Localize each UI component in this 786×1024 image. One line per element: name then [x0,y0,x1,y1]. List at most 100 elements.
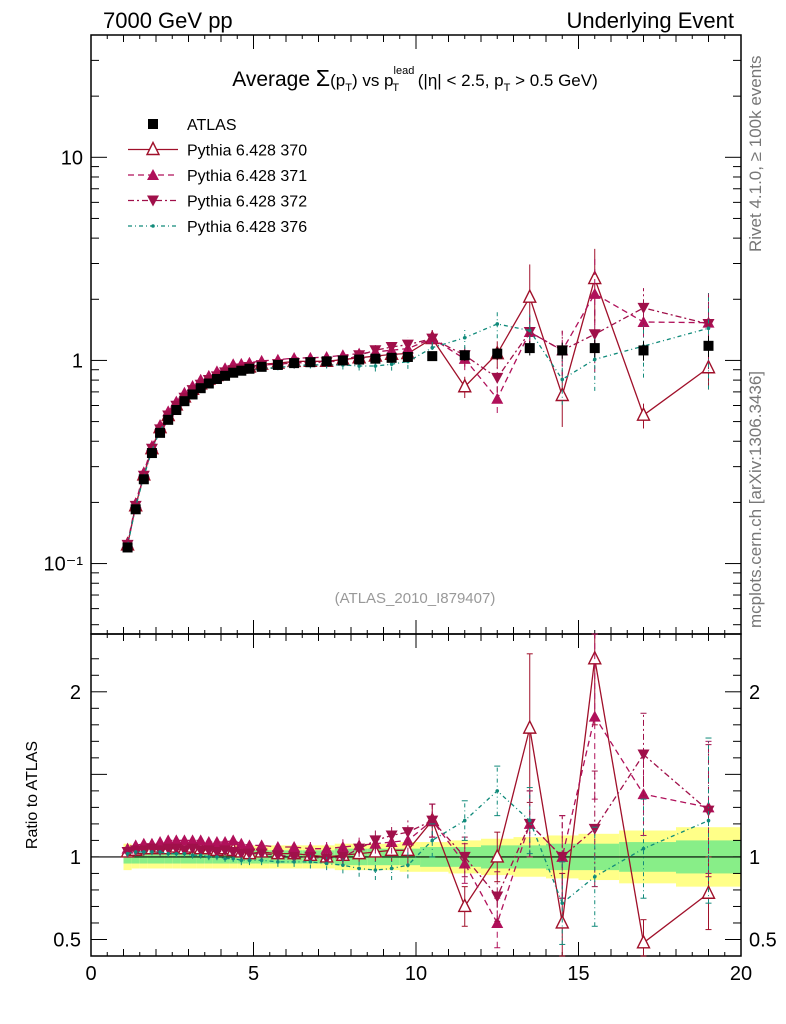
ratio-point [522,719,537,734]
legend-marker [147,169,159,180]
series-main-2 [121,288,715,551]
data-point [527,328,532,333]
ratio-point [142,850,146,854]
ratio-point [259,858,264,863]
ratio-point [491,916,504,928]
atlas-point [256,361,267,372]
series-main-0 [120,248,716,551]
x-tick-label: 20 [730,963,752,985]
x-tick-label: 15 [567,963,589,985]
ratio-point [588,823,601,835]
x-tick-label: 0 [85,963,96,985]
ratio-point [215,855,219,859]
atlas-point [402,351,413,362]
data-point [588,329,601,341]
atlas-point [146,448,157,459]
series-line [126,323,709,546]
atlas-point [337,355,348,366]
legend: ATLAS Pythia 6.428 370 Pythia 6.428 371 Pyt… [128,117,307,236]
ratio-series [120,633,716,957]
ratio-y-tick-label: 0.5 [53,929,81,951]
ratio-point [235,837,248,849]
ratio-point [162,843,175,855]
atlas-point [155,427,166,438]
ratio-point [458,851,471,863]
ratio-point [194,834,207,846]
atlas-point [459,350,470,361]
ratio-point [162,834,175,846]
ratio-point [373,868,378,872]
atlas-point [305,357,316,368]
data-point [389,362,394,367]
chart-title: Average Σ(pT) vs plead T (|η| < 2.5, pT >… [232,65,598,94]
data-point [495,322,500,326]
ratio-series-line [127,789,709,905]
ratio-series-line [127,753,709,898]
ratio-point [357,866,361,871]
atlas-point [163,414,174,425]
ratio-point [490,848,505,863]
ratio-series-line [127,658,709,944]
ratio-point [341,863,345,867]
data-point [637,302,650,314]
atlas-point [195,383,206,394]
ratio-point [170,834,183,846]
atlas-point [203,378,214,389]
ratio-point [592,874,597,879]
ratio-point [401,827,414,839]
ratio-point [336,851,349,863]
ratio-point [288,851,301,863]
ratio-point [133,850,138,854]
series-line [126,292,709,544]
atlas-point [244,363,255,374]
ratio-y-label: Ratio to ATLAS [24,741,41,849]
atlas-point [492,348,503,359]
ratio-point [288,841,301,853]
legend-marker [148,119,158,129]
analysis-label: (ATLAS_2010_I879407) [335,590,496,607]
atlas-point [589,343,600,354]
atlas-point [370,353,381,364]
ratio-point [556,851,569,863]
header-right: Underlying Event [566,8,734,33]
ratio-point [150,850,154,854]
atlas-point [130,504,141,515]
ratio-point [243,839,256,851]
y-tick-label: 1 [72,350,83,372]
ratio-y-tick-label: 1 [70,847,81,869]
header-left: 7000 GeV pp [103,8,233,33]
data-point [426,333,439,345]
ratio-point [231,856,235,861]
ratio-point [207,855,211,859]
ratio-point [389,866,394,871]
ratio-point [304,842,317,854]
ratio-point [235,848,248,860]
data-point [462,335,467,340]
legend-label: Pythia 6.428 371 [187,168,307,185]
ratio-point [706,818,711,823]
data-point [491,392,504,404]
ratio-point [462,818,467,823]
data-point [401,339,414,351]
ratio-point [324,861,329,866]
data-point [491,372,504,384]
ratio-point [385,830,398,842]
mcplots-label: mcplots.cern.ch [arXiv:1306.3436] [746,371,765,628]
data-point [637,316,650,328]
atlas-point [386,352,397,363]
ratio-point [308,860,313,864]
atlas-point [228,367,239,378]
atlas-point [122,542,133,553]
legend-marker [145,140,161,156]
data-point [702,319,715,331]
ratio-point [495,789,500,793]
rivet-label: Rivet 4.1.0, ≥ 100k events [746,56,765,252]
y-tick-label: 10⁻¹ [44,554,84,576]
ratio-point [227,834,240,846]
x-tick-label: 10 [405,963,427,985]
ratio-point [369,835,382,847]
atlas-point [427,351,438,362]
ratio-point [255,839,268,851]
data-point [555,386,570,402]
